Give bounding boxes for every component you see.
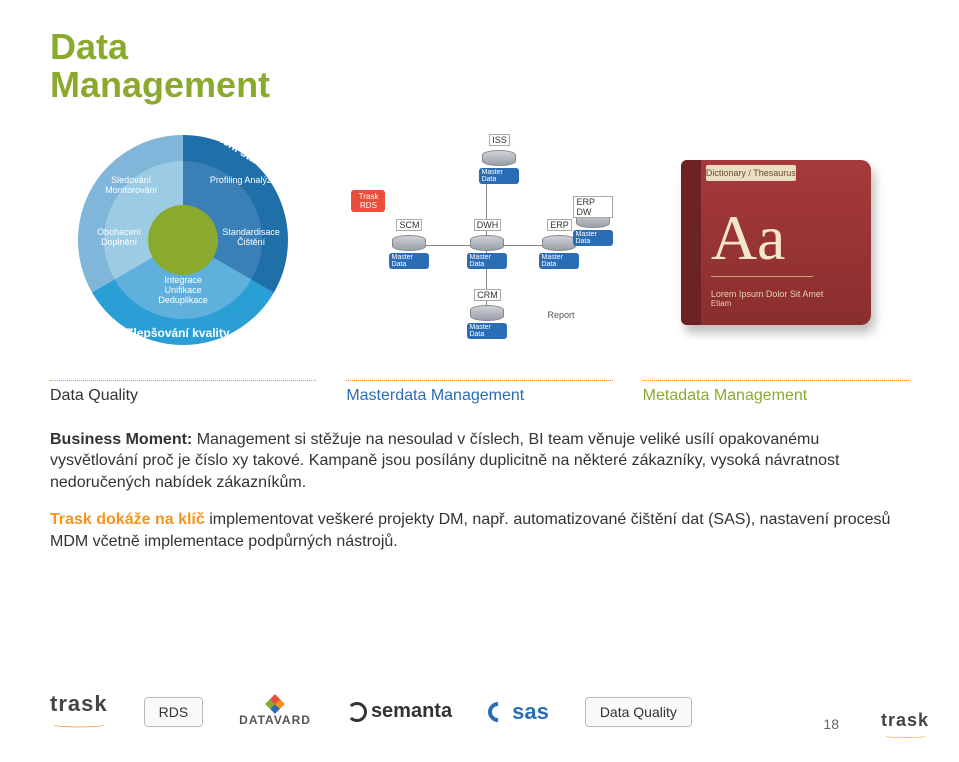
dq-circle: Kontrola Zjištění stavu Zlepšování kvali… [78,135,288,345]
book-rule [711,276,813,277]
mdm-label-crm: CRM [474,289,501,301]
captions-row: Data Quality Masterdata Management Metad… [50,380,909,405]
meta-diagram: Aa Lorem Ipsum Dolor Sit Amet Etiam Dict… [643,140,909,340]
business-moment-paragraph: Business Moment: Management si stěžuje n… [50,429,909,494]
book-spine [681,160,701,325]
rds-chip: RDS [144,697,204,727]
book-big-letters: Aa [711,206,857,270]
semanta-swirl-icon [347,702,367,722]
semanta-wordmark: semanta [371,700,452,723]
trask-wordmark: trask [50,691,108,717]
dq-mid-2: Obohacení Doplnění [84,227,154,247]
caption-mdm: Masterdata Management [346,380,612,405]
mdm-label-scm: SCM [396,219,422,231]
dq-mid-3: Standardisace Čištění [216,227,286,247]
mdm-diagram: ISS Master Data SCM Master Data DWH Mast… [346,140,612,340]
solution-paragraph: Trask dokáže na klíč implementovat veške… [50,509,909,552]
page-number: 18 [823,716,839,732]
caption-dq: Data Quality [50,380,316,405]
title-line2: Management [50,64,270,105]
master-badge: Master Data [467,253,507,269]
mdm-label-dwh: DWH [474,219,502,231]
cylinder-icon [470,305,504,321]
sas-logo: sas [488,699,549,725]
book-cover: Aa Lorem Ipsum Dolor Sit Amet Etiam [681,160,871,325]
trask-logo: trask ⏝ [50,691,108,732]
dq-mid-1: Profiling Analýza [208,175,278,185]
book-subtitle-2: Etiam [711,299,857,308]
sas-wordmark: sas [512,699,549,725]
cylinder-icon [482,150,516,166]
book-subtitle-1: Lorem Ipsum Dolor Sit Amet [711,289,857,299]
master-badge: Master Data [573,230,613,246]
mdm-label-erp: ERP [547,219,572,231]
mdm-node-iss: ISS Master Data [479,150,519,184]
trask-brace-icon: ⏝ [53,716,105,727]
mdm-node-crm: CRM Master Data [467,305,507,339]
mdm-node-dwh: DWH Master Data [467,235,507,269]
trask-emphasis: Trask dokáže na klíč [50,511,205,528]
mdm-label-iss: ISS [489,134,510,146]
mdm-node-scm: SCM Master Data [389,235,429,269]
dictionary-book: Aa Lorem Ipsum Dolor Sit Amet Etiam Dict… [671,140,881,340]
data-quality-chip: Data Quality [585,697,692,727]
diagrams-row: Kontrola Zjištění stavu Zlepšování kvali… [50,120,909,360]
master-badge: Master Data [389,253,429,269]
dq-mid-4: Integrace Unifikace Deduplikace [148,275,218,305]
dq-mid-0: Sledování Monitorování [96,175,166,195]
master-badge: Master Data [539,253,579,269]
dq-diagram: Kontrola Zjištění stavu Zlepšování kvali… [50,135,316,345]
cylinder-icon [542,235,576,251]
datavard-diamond-icon [265,694,285,714]
mdm-node-erpdw: ERP DW Master Data [573,212,613,246]
dq-ring-inner [148,205,218,275]
mdm-node-report: Report [547,310,574,320]
master-badge: Master Data [479,168,519,184]
mdm-canvas: ISS Master Data SCM Master Data DWH Mast… [349,140,609,340]
slide: Data Management Kontrola Zjištění stavu … [0,0,959,762]
business-moment-label: Business Moment: [50,431,192,448]
semanta-logo: semanta [347,700,452,723]
book-tab: Dictionary / Thesaurus [706,165,796,181]
corner-trask-wordmark: trask [881,710,929,731]
caption-meta: Metadata Management [643,380,909,405]
mdm-label-erpdw: ERP DW [573,196,613,218]
datavard-wordmark: DATAVARD [239,713,311,727]
cylinder-icon [470,235,504,251]
corner-trask-brace-icon: ⏝ [885,729,925,738]
mdm-node-rds: Trask RDS [351,190,385,212]
corner-trask-logo: trask ⏝ [881,710,929,742]
datavard-logo: DATAVARD [239,697,311,727]
cylinder-icon [392,235,426,251]
sas-s-icon [484,697,512,725]
master-badge: Master Data [467,323,507,339]
logos-row: trask ⏝ RDS DATAVARD semanta sas Data Qu… [50,691,692,732]
title-line1: Data [50,26,128,67]
page-title: Data Management [50,28,909,104]
